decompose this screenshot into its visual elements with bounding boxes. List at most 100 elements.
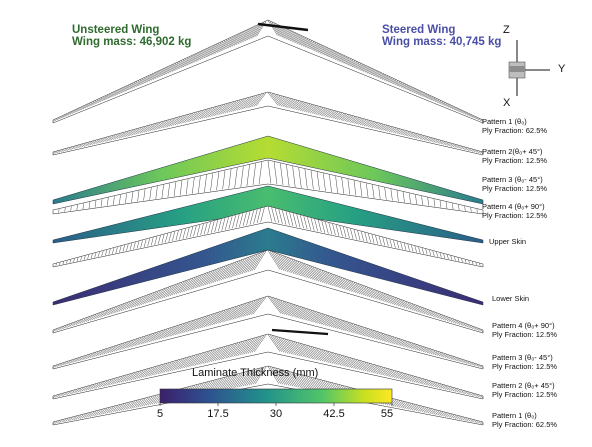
fiber-line [181,321,191,334]
fiber-line [452,319,457,324]
fiber-line [63,418,67,423]
fiber-line [73,416,77,421]
fiber-line [424,379,430,386]
fiber-line [100,311,105,318]
fiber-line [199,109,208,120]
fiber-line [446,316,451,322]
fiber-line [63,325,67,329]
fiber-line [94,313,99,320]
fiber-line [246,25,257,41]
fiber-line [452,414,457,419]
fiber-line [272,297,286,315]
fiber-line [104,407,110,414]
fiber-line [172,116,180,126]
fiber-line [347,114,355,124]
fiber-line [329,174,332,193]
label-upper-skin: Upper Skin [489,237,527,246]
fiber-line [155,289,163,301]
fiber-line [218,39,228,53]
fiber-line [69,360,73,364]
fiber-line [79,106,83,111]
fiber-line [250,23,261,39]
fiber-line [381,73,388,82]
fiber-line [218,219,222,232]
steered-wing-title: Steered Wing [382,24,456,36]
fiber-line [347,279,356,293]
fiber-line [172,231,176,242]
fiber-line [300,374,310,390]
fiber-line [429,380,434,387]
fiber-line [289,30,299,45]
fiber-line [297,343,309,359]
fiber-line [173,181,177,197]
fiber-line [437,139,442,145]
fiber-line [94,139,99,145]
fiber-line [184,278,193,292]
fiber-line [79,319,84,324]
fiber-line [222,37,232,51]
fiber-line [245,254,258,273]
fiber-line [351,281,361,295]
fiber-line [52,395,56,399]
fiber-line [189,112,198,122]
fiber-line [107,93,112,99]
fiber-line [384,187,387,200]
fiber-line [338,276,348,291]
fiber-line [386,125,393,133]
fiber-line [469,418,473,423]
fiber-line [439,100,444,106]
fiber-line [472,393,475,397]
fiber-line [317,219,322,233]
fiber-line [199,48,208,61]
fiber-line [168,232,172,242]
fiber-line [287,302,300,319]
fiber-line [454,415,459,420]
fiber-line [375,122,382,131]
fiber-line [214,310,226,325]
fiber-line [351,59,359,70]
fiber-line [158,68,165,78]
fiber-line [106,136,112,142]
fiber-line [390,295,397,306]
fiber-line [212,347,223,362]
fiber-line [173,61,181,72]
fiber-line [197,315,208,330]
fiber-line [163,286,172,299]
fiber-line [388,295,395,305]
fiber-line [465,360,469,365]
fiber-line [139,369,146,379]
fiber-line [328,109,337,120]
fiber-line [210,347,221,362]
fiber-line [173,324,183,336]
fiber-line [328,315,339,330]
fiber-line [131,400,138,409]
fiber-line [65,392,69,396]
fiber-line [71,322,75,327]
fiber-line [121,131,127,138]
fiber-line [137,190,140,202]
fiber-line [411,343,418,351]
fiber-line [405,402,411,410]
fiber-line [442,384,447,390]
fiber-line [255,92,267,107]
fiber-line [200,271,211,287]
fiber-line [53,329,56,333]
fiber-line [402,83,408,91]
fiber-line [145,124,153,133]
fiber-line [420,134,426,141]
fiber-line [478,328,481,332]
fiber-line [289,258,301,276]
fiber-line [295,342,307,358]
fiber-line [315,347,326,362]
fiber-line [312,347,324,362]
fiber-line [403,243,407,251]
fiber-line [465,112,468,116]
fiber-line [420,307,426,315]
fiber-line [207,312,219,327]
fiber-line [286,164,290,187]
fiber-line [317,106,326,117]
fiber-line [325,315,337,329]
fiber-line [302,344,313,360]
fiber-line [105,93,110,100]
